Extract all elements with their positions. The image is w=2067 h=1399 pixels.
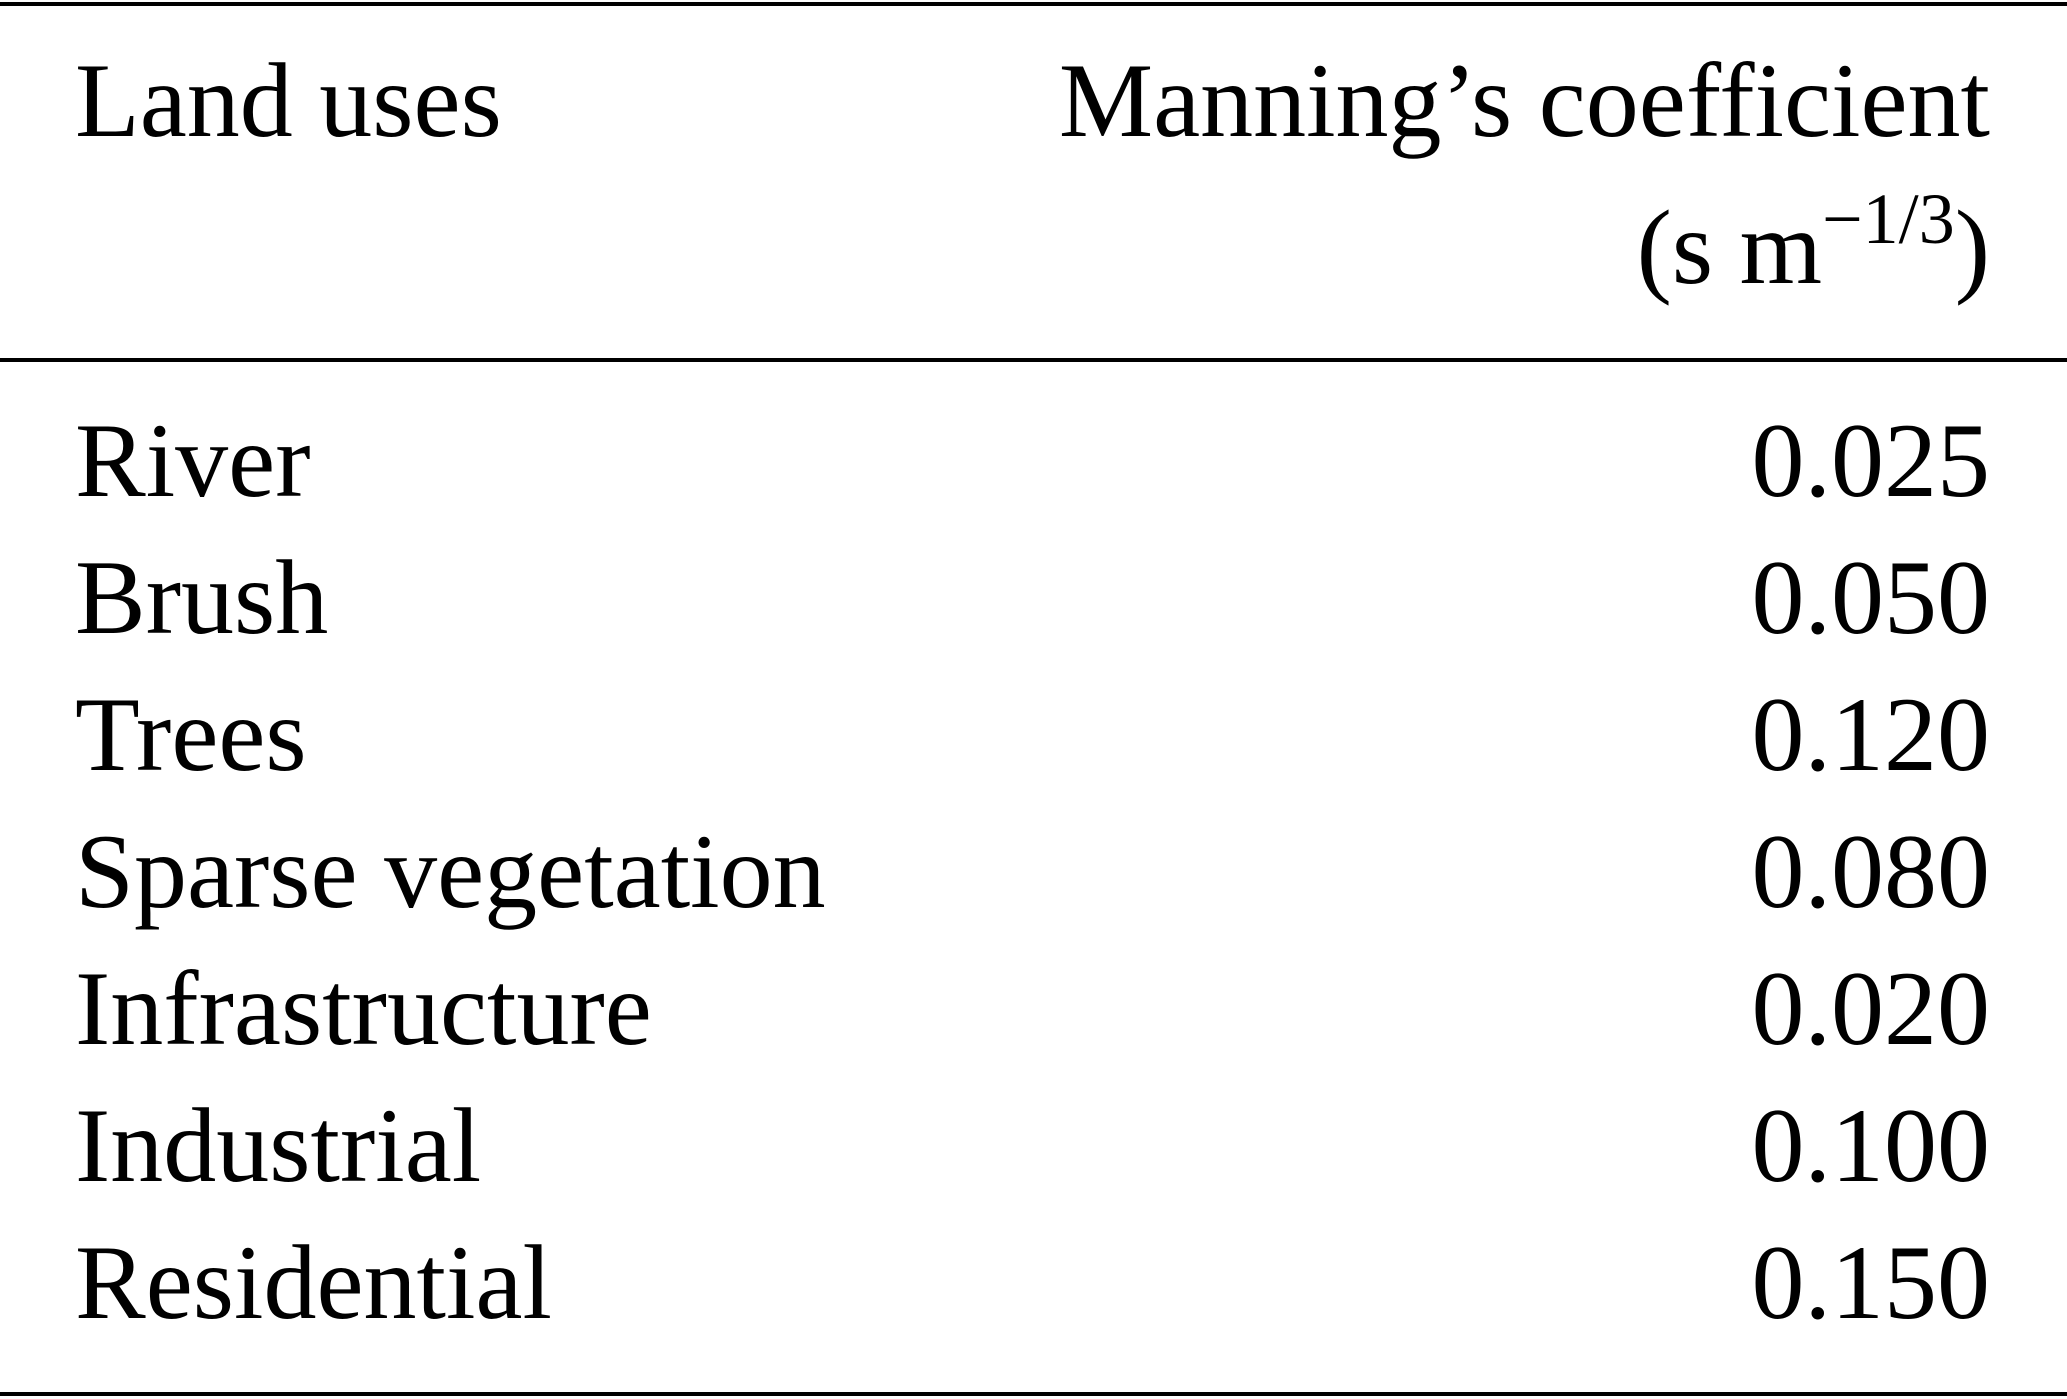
unit-close: ) xyxy=(1955,189,1990,306)
unit-exponent: −1/3 xyxy=(1822,179,1955,259)
coefficient-cell: 0.050 xyxy=(1752,539,1991,656)
coefficient-cell: 0.080 xyxy=(1752,813,1991,930)
land-use-cell: Brush xyxy=(75,539,328,656)
coefficient-cell: 0.150 xyxy=(1752,1224,1991,1341)
unit-open: (s m xyxy=(1637,189,1823,306)
land-use-cell: Sparse vegetation xyxy=(75,813,826,930)
header-cell: Land uses xyxy=(75,42,502,159)
coefficient-cell: 0.025 xyxy=(1752,402,1991,519)
land-use-cell: Trees xyxy=(75,676,307,793)
coefficient-cell: 0.100 xyxy=(1752,1087,1991,1204)
coefficient-cell: 0.120 xyxy=(1752,676,1991,793)
header-unit: (s m−1/3) xyxy=(1637,179,1990,306)
land-use-cell: Infrastructure xyxy=(75,950,652,1067)
land-use-cell: River xyxy=(75,402,311,519)
header-cell: Manning’s coefficient xyxy=(1059,42,1990,159)
land-use-cell: Residential xyxy=(75,1224,552,1341)
coefficient-cell: 0.020 xyxy=(1752,950,1991,1067)
land-use-cell: Industrial xyxy=(75,1087,481,1204)
